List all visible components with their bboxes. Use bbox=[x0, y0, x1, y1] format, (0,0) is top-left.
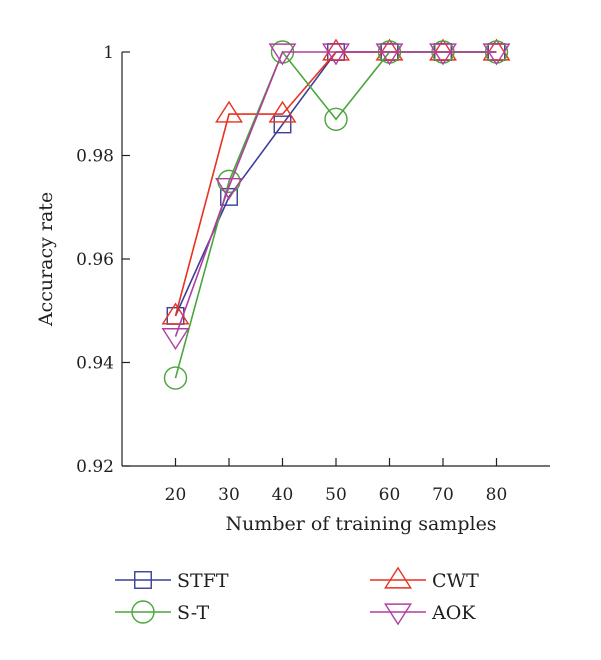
series-s-t bbox=[163, 40, 509, 390]
data-point bbox=[324, 107, 348, 131]
legend-label: S-T bbox=[177, 602, 209, 624]
legend-item: S-T bbox=[115, 600, 209, 624]
y-axis-title: Accuracy rate bbox=[35, 192, 57, 327]
legend-item: STFT bbox=[115, 570, 229, 592]
data-point bbox=[161, 328, 190, 351]
data-point bbox=[429, 43, 457, 66]
data-point bbox=[215, 177, 243, 200]
legend-item: AOK bbox=[370, 602, 476, 626]
data-point bbox=[322, 38, 350, 61]
data-point bbox=[161, 302, 190, 325]
data-point bbox=[322, 43, 350, 66]
data-point bbox=[375, 38, 404, 61]
legend-label: STFT bbox=[177, 570, 229, 592]
legend-marker bbox=[134, 571, 152, 589]
plot-area bbox=[161, 38, 511, 390]
series-cwt bbox=[161, 38, 511, 325]
series-aok bbox=[161, 43, 511, 351]
y-tick-label: 0.98 bbox=[76, 147, 114, 167]
x-tick-label: 20 bbox=[165, 485, 187, 505]
y-tick-label: 0.92 bbox=[76, 457, 114, 477]
data-point bbox=[482, 38, 511, 61]
legend-marker bbox=[384, 603, 412, 626]
legend-marker bbox=[131, 600, 155, 624]
series-line bbox=[174, 50, 497, 379]
x-ticks: 20 30 40 50 60 70 80 bbox=[165, 458, 508, 505]
data-point bbox=[268, 100, 297, 123]
data-point bbox=[215, 100, 243, 123]
series-line bbox=[174, 51, 497, 337]
data-point bbox=[273, 115, 292, 134]
legend-item: CWT bbox=[370, 566, 479, 592]
y-tick-label: 0.96 bbox=[76, 250, 114, 270]
x-axis-title: Number of training samples bbox=[225, 513, 496, 535]
data-point bbox=[163, 366, 188, 390]
series-line bbox=[174, 51, 497, 317]
x-tick-label: 30 bbox=[218, 485, 240, 505]
x-tick-label: 40 bbox=[272, 485, 294, 505]
x-tick-label: 60 bbox=[379, 485, 401, 505]
x-tick-label: 70 bbox=[432, 485, 454, 505]
legend: STFT CWT S-T AOK bbox=[115, 566, 479, 626]
data-point bbox=[482, 43, 511, 66]
x-tick-label: 80 bbox=[486, 485, 508, 505]
legend-label: CWT bbox=[432, 570, 479, 592]
legend-marker bbox=[384, 566, 412, 589]
series-line bbox=[174, 51, 497, 317]
y-tick-label: 1 bbox=[103, 43, 114, 63]
axes bbox=[121, 52, 550, 467]
y-tick-label: 0.94 bbox=[76, 354, 114, 374]
x-tick-label: 50 bbox=[325, 485, 347, 505]
y-ticks: 0.92 0.94 0.96 0.98 1 bbox=[76, 43, 130, 477]
data-point bbox=[268, 43, 297, 66]
data-point bbox=[429, 38, 457, 61]
legend-label: AOK bbox=[431, 602, 476, 624]
data-point bbox=[375, 43, 404, 66]
